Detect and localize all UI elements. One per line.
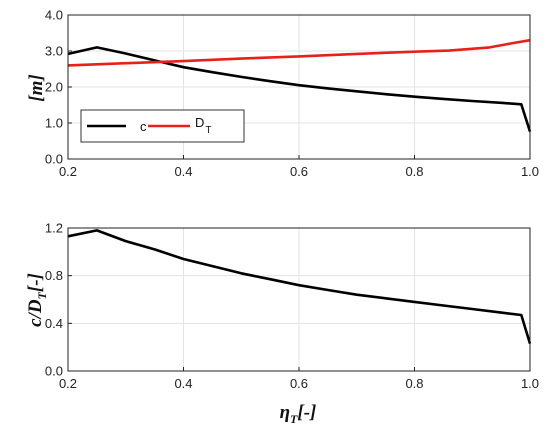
series-line-c (67, 46, 532, 132)
y-tick-label: 1.0 (45, 116, 63, 131)
y-tick-label: 0.0 (45, 152, 63, 167)
x-tick-label: 0.6 (290, 164, 308, 179)
legend: c DT (80, 109, 245, 143)
top-chart-panel: 0.2 0.4 0.6 0.8 1.0 0.0 1.0 2.0 3.0 4.0 [m] c DT (26, 8, 539, 180)
series-line-d (67, 38, 531, 67)
x-tick-label: 0.6 (290, 376, 308, 391)
x-tick-label: 0.8 (405, 376, 423, 391)
legend-label-dt: DT (195, 115, 212, 136)
y-tick-label: 0.4 (45, 316, 63, 331)
y-tick-label: 0.8 (45, 268, 63, 283)
y-tick-label: 1.2 (45, 221, 63, 236)
x-tick-label: 1.0 (521, 376, 539, 391)
y-axis-label: [m] (26, 74, 47, 101)
y-tick-label: 2.0 (45, 80, 63, 95)
y-tick-label: 4.0 (45, 8, 63, 23)
legend-label-c: c (140, 119, 147, 134)
x-tick-label: 0.4 (174, 376, 192, 391)
y-axis-label: c/DT[-] (25, 273, 49, 327)
x-tick-label: 1.0 (521, 164, 539, 179)
x-axis-label: ηT[-] (280, 402, 317, 426)
series-line-ratio (67, 229, 532, 344)
y-tick-label: 3.0 (45, 44, 63, 59)
x-tick-label: 0.2 (59, 164, 77, 179)
bottom-chart-panel: 0.2 0.4 0.6 0.8 1.0 0.0 0.4 0.8 1.2 c/DT[-] ηT[-] (25, 221, 539, 427)
y-tick-label: 0.0 (45, 364, 63, 379)
x-tick-label: 0.4 (174, 164, 192, 179)
x-tick-label: 0.8 (405, 164, 423, 179)
x-tick-label: 0.2 (59, 376, 77, 391)
